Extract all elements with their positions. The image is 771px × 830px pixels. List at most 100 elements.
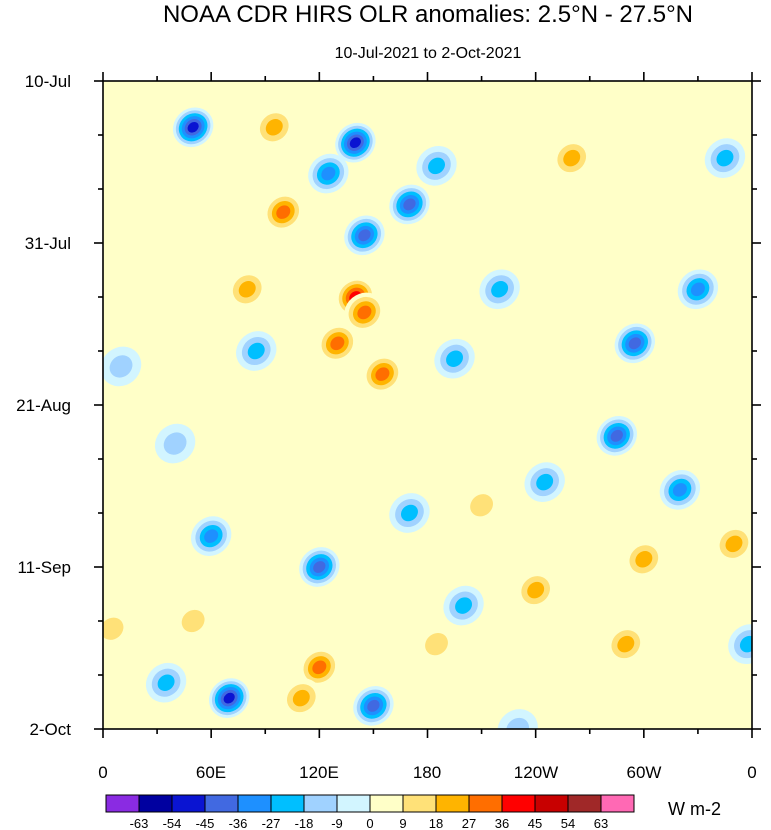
anomaly-contour	[313, 561, 326, 573]
colorbar-label: -54	[163, 816, 182, 830]
colorbar-box	[435, 794, 470, 813]
colorbar-label: -45	[196, 816, 215, 830]
colorbar-box	[171, 794, 206, 813]
anomaly-contour	[446, 350, 464, 367]
anomaly-blob	[524, 462, 565, 502]
colorbar-label: 54	[561, 816, 575, 830]
anomaly-blob	[281, 678, 322, 718]
anomaly-contour	[109, 355, 133, 378]
anomaly-contour	[330, 336, 345, 351]
anomaly-blob	[362, 354, 403, 394]
colorbar-label: 18	[429, 816, 443, 830]
colorbar	[105, 794, 635, 813]
anomaly-blob	[605, 624, 647, 664]
x-tick-label: 180	[413, 763, 441, 782]
colorbar-label: 63	[594, 816, 608, 830]
anomaly-blob	[353, 686, 394, 726]
anomaly-blob	[443, 585, 484, 626]
anomaly-contour	[739, 635, 752, 653]
y-axis-labels: 10-Jul 31-Jul 21-Aug 11-Sep 2-Oct	[16, 72, 71, 739]
anomaly-contour	[425, 633, 448, 656]
anomaly-blob	[389, 184, 430, 225]
anomaly-blob	[344, 292, 385, 333]
colorbar-units: W m-2	[668, 799, 721, 819]
colorbar-box	[237, 794, 272, 813]
anomaly-contour	[276, 205, 291, 219]
anomaly-blob	[145, 662, 187, 703]
anomaly-blob	[227, 269, 268, 310]
anomaly-contour	[716, 149, 734, 167]
anomaly-contour	[358, 229, 371, 242]
anomaly-blob	[434, 338, 475, 379]
anomaly-blob	[335, 122, 376, 163]
colorbar-label: -36	[229, 816, 248, 830]
anomaly-blob	[299, 647, 340, 688]
anomaly-contour	[428, 157, 445, 175]
colorbar-box	[600, 794, 635, 813]
anomaly-blob	[172, 601, 214, 641]
colorbar-box	[501, 794, 536, 813]
anomaly-contour	[610, 429, 623, 442]
anomaly-contour	[403, 198, 416, 211]
anomaly-contour	[321, 166, 336, 181]
anomaly-contour	[527, 581, 545, 599]
anomaly-blob	[596, 416, 637, 456]
anomaly-blob	[728, 624, 752, 664]
colorbar-label: -63	[130, 816, 149, 830]
anomaly-contour	[238, 281, 256, 298]
colorbar-label: -9	[331, 816, 343, 830]
anomaly-contour	[157, 674, 175, 691]
colorbar-label: 0	[366, 816, 373, 830]
anomaly-blob	[103, 346, 142, 387]
colorbar-label: 45	[528, 816, 542, 830]
anomaly-blob	[713, 524, 752, 564]
colorbar-box	[204, 794, 239, 813]
y-tick-label: 11-Sep	[17, 558, 71, 577]
anomaly-contour	[635, 551, 653, 568]
anomaly-contour	[563, 149, 581, 167]
colorbar-box	[303, 794, 338, 813]
colorbar-box	[369, 794, 404, 813]
anomaly-blob	[344, 215, 385, 256]
anomaly-contour	[628, 337, 641, 350]
y-tick-label: 10-Jul	[25, 72, 71, 91]
colorbar-box	[138, 794, 173, 813]
colorbar-label: 36	[495, 816, 509, 830]
anomaly-blob	[236, 331, 277, 371]
colorbar-labels: -63 -54 -45 -36 -27 -18 -9 0 9 18 27 36 …	[130, 816, 609, 830]
anomaly-blob	[208, 678, 250, 718]
colorbar-box	[270, 794, 305, 813]
anomaly-blob	[479, 269, 520, 310]
anomaly-contour	[491, 281, 509, 298]
anomaly-contour	[187, 121, 199, 133]
anomaly-blob	[317, 323, 358, 364]
anomaly-blob	[308, 153, 349, 194]
anomaly-blob	[299, 547, 340, 587]
y-tick-label: 31-Jul	[25, 234, 71, 253]
plot-area	[103, 81, 752, 729]
anomaly-blob	[416, 624, 457, 664]
x-tick-label: 0	[98, 763, 107, 782]
anomaly-blob	[614, 323, 656, 364]
anomaly-blob	[677, 269, 719, 310]
anomaly-blob	[551, 138, 592, 178]
axis-ticks	[94, 72, 761, 738]
colorbar-label: -27	[262, 816, 281, 830]
anomaly-blob	[172, 107, 214, 148]
anomaly-contour	[367, 699, 380, 712]
colorbar-box	[105, 794, 140, 813]
anomaly-contour	[536, 473, 554, 491]
anomaly-contour	[725, 535, 743, 553]
anomaly-blob	[416, 146, 457, 186]
anomaly-blob	[389, 493, 430, 533]
anomaly-contour	[103, 617, 124, 640]
anomaly-contour	[357, 305, 372, 320]
anomaly-blob	[254, 107, 295, 148]
anomaly-contour	[163, 432, 187, 455]
x-tick-label: 120E	[299, 763, 339, 782]
anomaly-contour	[617, 635, 635, 653]
x-tick-label: 0	[747, 763, 756, 782]
colorbar-box	[468, 794, 503, 813]
x-tick-label: 60W	[627, 763, 662, 782]
